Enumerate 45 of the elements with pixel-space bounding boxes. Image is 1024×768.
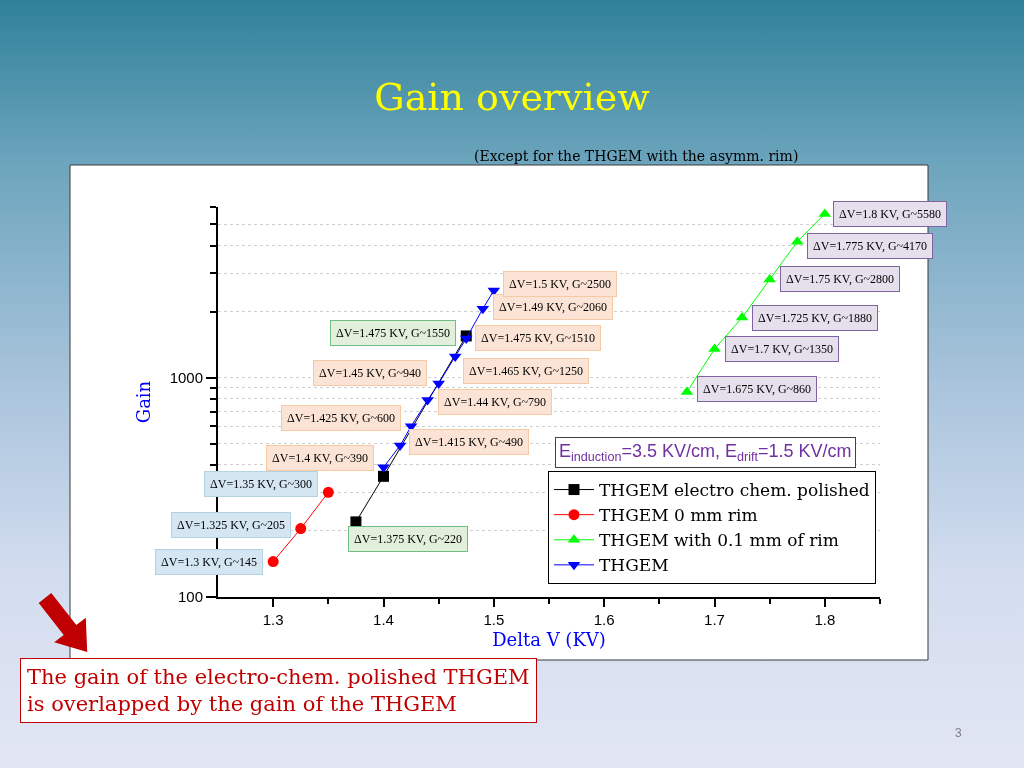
data-label: ΔV=1.415 KV, G~490: [415, 435, 524, 449]
data-label: ΔV=1.3 KV, G~145: [161, 555, 258, 569]
data-label: ΔV=1.4 KV, G~390: [272, 451, 369, 465]
point: [267, 556, 279, 568]
legend-label: THGEM: [599, 555, 669, 576]
legend-label: THGEM with 0.1 mm of rim: [599, 530, 839, 551]
data-label: ΔV=1.8 KV, G~5580: [839, 207, 942, 221]
y-axis-title: Gain: [133, 380, 155, 424]
chart-title: Gain overview: [374, 75, 651, 120]
text: 3: [955, 726, 962, 740]
x-tick-label: 1.7: [704, 611, 725, 628]
x-tick-label: 1.8: [814, 611, 836, 628]
data-label: ΔV=1.675 KV, G~860: [703, 382, 812, 396]
y-tick-label: 1000: [169, 368, 203, 386]
data-label: ΔV=1.5 KV, G~2500: [509, 277, 612, 291]
x-tick-label: 1.6: [593, 611, 615, 628]
data-label: ΔV=1.465 KV, G~1250: [469, 364, 584, 378]
x-tick-label: 1.5: [483, 611, 505, 628]
point: [432, 380, 446, 390]
legend-label: THGEM electro chem. polished: [599, 480, 870, 501]
y-tick-label: 100: [177, 588, 203, 606]
data-label: ΔV=1.49 KV, G~2060: [499, 300, 608, 314]
point: [295, 523, 307, 535]
chart-subtitle: (Except for the THGEM with the asymm. rim): [474, 148, 799, 164]
point: [393, 442, 407, 452]
data-label: ΔV=1.775 KV, G~4170: [813, 239, 928, 253]
x-tick-label: 1.3: [262, 611, 284, 628]
data-label: ΔV=1.475 KV, G~1550: [336, 326, 451, 340]
data-label: ΔV=1.425 KV, G~600: [287, 411, 396, 425]
data-label: ΔV=1.7 KV, G~1350: [731, 342, 834, 356]
data-label: ΔV=1.375 KV, G~220: [354, 532, 463, 546]
data-label: ΔV=1.475 KV, G~1510: [481, 331, 596, 345]
x-tick-label: 1.4: [373, 611, 394, 628]
data-label: ΔV=1.725 KV, G~1880: [758, 311, 873, 325]
data-label: ΔV=1.75 KV, G~2800: [786, 272, 895, 286]
x-axis-title: Delta V (KV): [492, 628, 606, 650]
annotation: E$_{induction}$=3.5 KV/cm, E$_{drift}$=1.5 KV/cm: [559, 441, 852, 464]
text: The gain of the electro-chem. polished THGEM is overlapped by the gain of the THGEM: [27, 665, 530, 717]
legend-label: THGEM 0 mm rim: [599, 505, 758, 526]
point: [378, 470, 389, 482]
data-label: ΔV=1.45 KV, G~940: [319, 366, 422, 380]
point: [322, 486, 334, 498]
data-label: ΔV=1.35 KV, G~300: [210, 477, 313, 491]
data-label: ΔV=1.44 KV, G~790: [444, 395, 547, 409]
data-label: ΔV=1.325 KV, G~205: [177, 518, 286, 532]
